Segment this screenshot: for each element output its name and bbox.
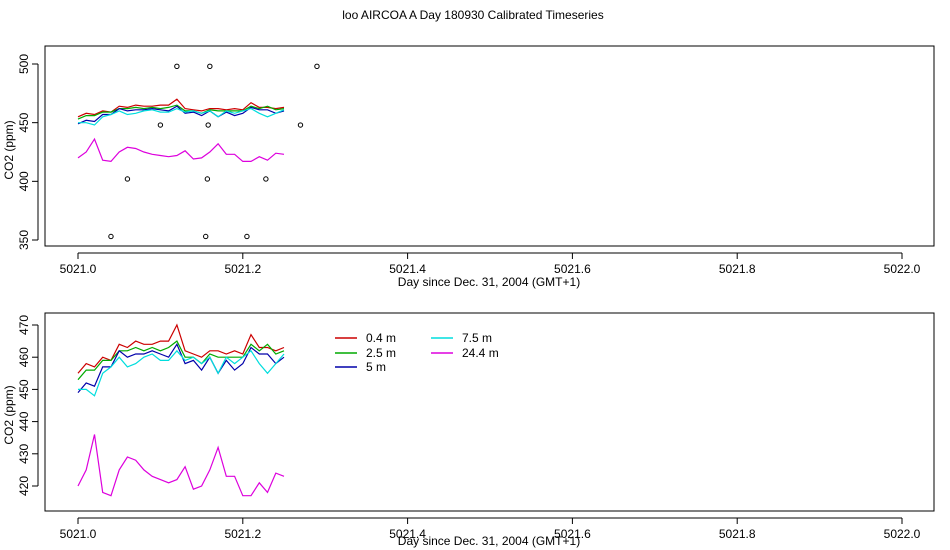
legend-label: 2.5 m: [366, 346, 396, 360]
top-x-axis: 5021.0 5021.2 5021.4 5021.6 5021.8 5022.0: [60, 252, 921, 276]
data-point-marker: [203, 233, 209, 240]
y-tick-label: 500: [17, 54, 31, 74]
data-point-marker: [314, 63, 320, 70]
x-tick-label: 5021.4: [389, 527, 426, 541]
x-tick-label: 5021.6: [554, 262, 591, 276]
bottom-series-line-24-4-m: [77, 434, 285, 497]
top-series-line-2-5-m: [77, 104, 285, 120]
x-tick-label: 5022.0: [884, 262, 921, 276]
x-tick-label: 5021.2: [224, 527, 261, 541]
data-point-marker: [205, 122, 211, 128]
y-tick-label: 430: [17, 443, 31, 463]
data-point-marker: [263, 176, 269, 182]
bottom-x-axis: 5021.0 5021.2 5021.4 5021.6 5021.8 5022.0: [60, 517, 921, 541]
x-tick-label: 5021.2: [224, 262, 261, 276]
page-title: loo AIRCOA A Day 180930 Calibrated Times…: [342, 8, 604, 22]
bottom-plot-frame: [44, 312, 935, 512]
y-tick-label: 470: [17, 315, 31, 335]
y-tick-label: 450: [17, 112, 31, 132]
data-point-marker: [157, 122, 164, 128]
data-point-marker: [174, 63, 180, 70]
legend: 0.4 m2.5 m5 m 7.5 m24.4 m: [335, 331, 499, 374]
x-tick-label: 5021.4: [389, 262, 426, 276]
bottom-series-line-0-4-m: [77, 323, 285, 374]
legend-label: 0.4 m: [366, 331, 396, 345]
x-tick-label: 5022.0: [884, 527, 921, 541]
data-point-marker: [108, 233, 114, 240]
data-point-marker: [124, 176, 131, 182]
top-y-axis: 350 400 450 500: [17, 54, 39, 250]
bottom-series-line-2-5-m: [77, 340, 285, 381]
data-point-marker: [297, 122, 304, 128]
data-point-marker: [204, 176, 211, 182]
y-tick-label: 350: [17, 230, 31, 250]
data-point-marker: [207, 63, 213, 70]
data-point-marker: [244, 233, 250, 240]
top-series-lines: [77, 98, 285, 163]
x-tick-label: 5021.8: [719, 262, 756, 276]
y-tick-label: 460: [17, 347, 31, 367]
y-tick-label: 450: [17, 379, 31, 399]
top-plot-frame: [44, 45, 935, 247]
y-tick-label: 420: [17, 476, 31, 496]
bottom-series-line-5-m: [77, 343, 285, 393]
legend-label: 7.5 m: [462, 331, 492, 345]
top-series-line-24-4-m: [77, 137, 285, 163]
top-panel: 5021.0 5021.2 5021.4 5021.6 5021.8 5022.0 350…: [2, 45, 935, 289]
y-tick-label: 400: [17, 171, 31, 191]
bottom-y-axis-label: CO2 (ppm): [2, 385, 16, 444]
x-tick-label: 5021.0: [60, 527, 97, 541]
top-series-line-7-5-m: [78, 107, 285, 126]
bottom-series-lines: [77, 323, 285, 497]
top-point-markers: [108, 63, 320, 240]
x-tick-label: 5021.6: [554, 527, 591, 541]
y-tick-label: 440: [17, 411, 31, 431]
bottom-series-line-7-5-m: [78, 349, 285, 397]
legend-label: 24.4 m: [462, 346, 499, 360]
top-x-axis-label: Day since Dec. 31, 2004 (GMT+1): [398, 275, 580, 289]
bottom-panel: 5021.0 5021.2 5021.4 5021.6 5021.8 5022.0 420…: [2, 312, 935, 548]
legend-label: 5 m: [366, 360, 386, 374]
x-tick-label: 5021.8: [719, 527, 756, 541]
bottom-y-axis: 420 430 440 450 460 470: [17, 315, 39, 496]
top-y-axis-label: CO2 (ppm): [2, 120, 16, 179]
bottom-x-axis-label: Day since Dec. 31, 2004 (GMT+1): [398, 534, 580, 548]
x-tick-label: 5021.0: [60, 262, 97, 276]
